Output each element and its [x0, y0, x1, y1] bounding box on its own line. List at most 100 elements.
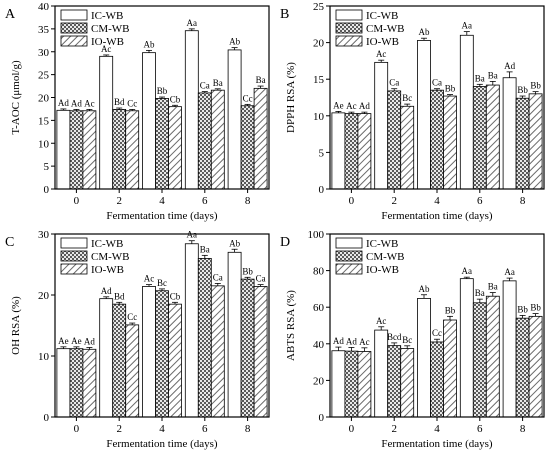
- legend-label: IC-WB: [91, 10, 123, 22]
- x-tick-label: 4: [434, 423, 440, 435]
- plot-frame: [54, 233, 270, 418]
- significance-label: Ae: [58, 336, 69, 346]
- significance-label: Bb: [517, 304, 528, 314]
- y-tick-label: 15: [38, 115, 50, 127]
- bar-io-wb: [253, 87, 268, 190]
- significance-label: Cc: [432, 328, 442, 338]
- y-tick-label: 20: [38, 93, 50, 105]
- x-tick-label: 0: [349, 195, 355, 207]
- significance-label: Aa: [462, 266, 473, 276]
- bar-io-wb: [400, 348, 415, 418]
- panel-letter: C: [5, 235, 14, 250]
- significance-label: Ca: [213, 272, 223, 282]
- bar-cm-wb: [112, 108, 127, 190]
- x-tick-label: 8: [520, 195, 526, 207]
- bar-io-wb: [485, 295, 500, 418]
- bar-cm-wb: [430, 341, 444, 418]
- y-tick-label: 10: [313, 111, 325, 123]
- x-tick-label: 6: [477, 423, 483, 435]
- y-tick-label: 20: [313, 38, 325, 50]
- bar-io-wb: [357, 351, 372, 418]
- significance-label: Cc: [127, 98, 137, 108]
- bar-io-wb: [443, 319, 457, 418]
- legend-label: CM-WB: [366, 23, 405, 35]
- bar-ic-wb: [502, 77, 517, 190]
- bar-ic-wb: [459, 278, 474, 418]
- significance-label: Bc: [157, 278, 167, 288]
- significance-label: Ad: [359, 101, 370, 111]
- bar-cm-wb: [69, 348, 84, 418]
- bar-cm-wb: [155, 290, 169, 418]
- bar-io-wb: [168, 303, 182, 418]
- significance-label: Ac: [346, 101, 357, 111]
- bar-ic-wb: [374, 61, 389, 190]
- significance-label: Ab: [419, 27, 430, 37]
- bar-cm-wb: [515, 97, 530, 190]
- y-tick-label: 25: [313, 1, 325, 13]
- x-tick-label: 6: [477, 195, 483, 207]
- significance-label: Bd: [114, 291, 125, 301]
- y-tick-label: 0: [319, 184, 325, 196]
- y-axis-title: ABTS RSA (%): [285, 290, 297, 361]
- y-tick-label: 0: [44, 412, 50, 424]
- significance-label: Ac: [101, 44, 112, 54]
- y-tick-label: 20: [38, 290, 50, 302]
- legend-swatch: [60, 9, 88, 21]
- bar-cm-wb: [344, 350, 359, 418]
- bar-io-wb: [443, 95, 457, 190]
- bar-ic-wb: [99, 55, 114, 190]
- y-tick-label: 0: [44, 184, 50, 196]
- x-tick-label: 2: [116, 423, 122, 435]
- bar-io-wb: [168, 106, 182, 190]
- legend-swatch: [60, 22, 88, 34]
- x-tick-label: 2: [116, 195, 122, 207]
- significance-label: Ca: [432, 78, 442, 88]
- x-tick-label: 8: [245, 195, 251, 207]
- plot-frame: [54, 5, 270, 190]
- significance-label: Ca: [389, 78, 399, 88]
- bar-ic-wb: [459, 34, 474, 190]
- bar-io-wb: [210, 89, 225, 190]
- bar-ic-wb: [184, 243, 199, 418]
- x-tick-label: 4: [434, 195, 440, 207]
- y-tick-label: 15: [313, 74, 325, 86]
- x-tick-label: 0: [74, 423, 80, 435]
- bar-io-wb: [125, 324, 140, 418]
- legend-label: IC-WB: [366, 238, 398, 250]
- bar-cm-wb: [472, 86, 487, 190]
- legend-swatch: [335, 237, 363, 249]
- x-axis-title: Fermentation time (days): [106, 438, 218, 450]
- significance-label: Bb: [530, 303, 541, 313]
- significance-label: Ad: [84, 336, 95, 346]
- plot-frame: [329, 5, 545, 190]
- y-tick-label: 10: [38, 138, 50, 150]
- legend-label: CM-WB: [91, 251, 130, 263]
- significance-label: Ba: [475, 73, 485, 83]
- significance-label: Ba: [256, 75, 266, 85]
- bar-ic-wb: [331, 350, 346, 418]
- bar-cm-wb: [472, 302, 487, 418]
- significance-label: Bb: [157, 86, 168, 96]
- bar-cm-wb: [344, 113, 359, 190]
- y-tick-label: 35: [38, 24, 50, 36]
- legend-swatch: [60, 250, 88, 262]
- x-axis-title: Fermentation time (days): [381, 438, 493, 450]
- x-axis-title: Fermentation time (days): [106, 210, 218, 222]
- significance-label: Ae: [333, 100, 344, 110]
- x-tick-label: 6: [202, 195, 208, 207]
- y-tick-label: 20: [313, 375, 325, 387]
- significance-label: Aa: [187, 230, 198, 240]
- x-tick-label: 6: [202, 423, 208, 435]
- y-tick-label: 40: [313, 339, 325, 351]
- significance-label: Ac: [376, 316, 387, 326]
- y-tick-label: 100: [308, 229, 325, 241]
- bar-cm-wb: [155, 98, 169, 190]
- significance-label: Bb: [242, 266, 253, 276]
- bar-io-wb: [253, 286, 268, 418]
- significance-label: Ab: [419, 284, 430, 294]
- y-tick-label: 80: [313, 266, 325, 278]
